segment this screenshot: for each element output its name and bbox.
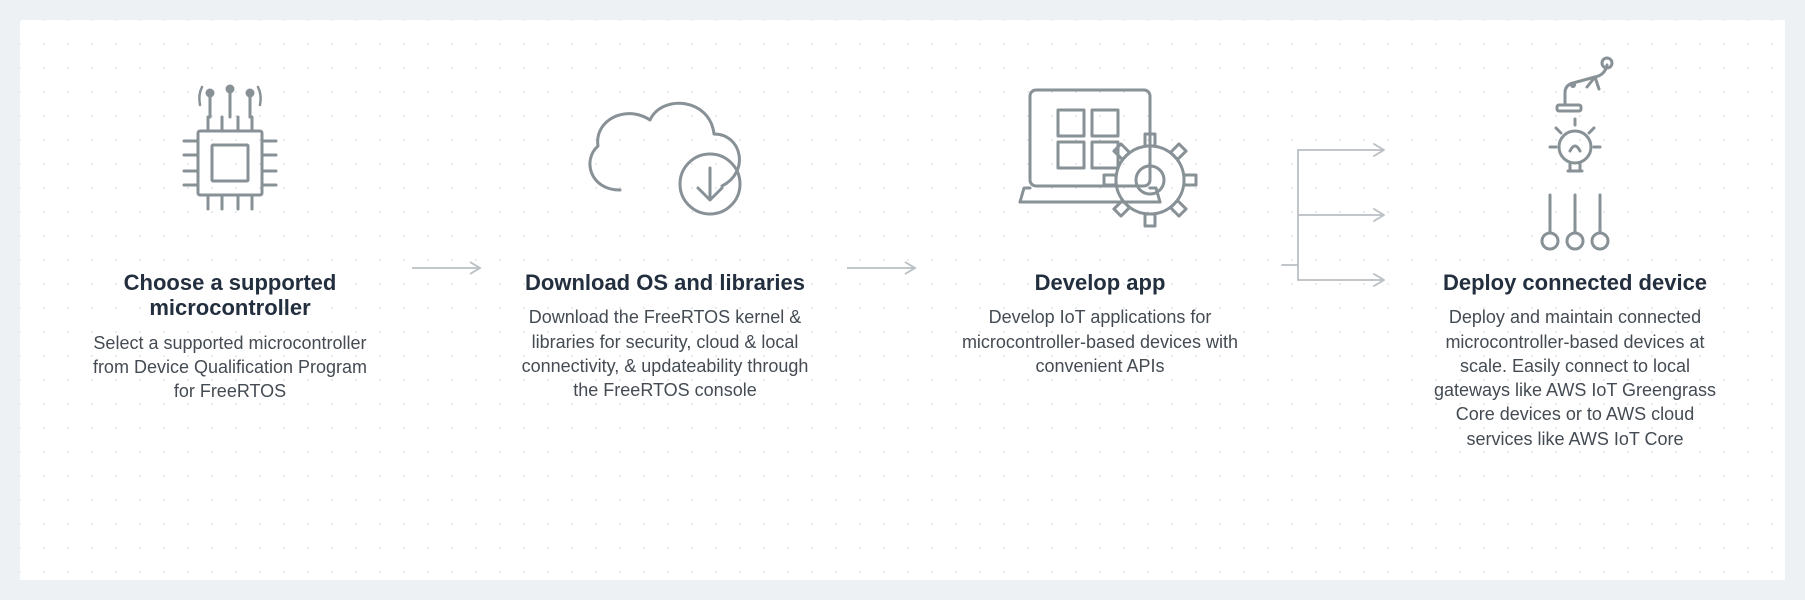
step-deploy-device: Deploy connected device Deploy and maint… <box>1425 60 1725 451</box>
step-title: Choose a supported microcontroller <box>80 270 380 321</box>
arrow-icon <box>843 258 923 278</box>
step-desc: Select a supported microcontroller from … <box>80 331 380 404</box>
chip-icon <box>170 60 290 250</box>
branching-arrows-icon <box>1278 120 1398 310</box>
step-desc: Download the FreeRTOS kernel & libraries… <box>515 305 815 402</box>
step-title: Download OS and libraries <box>525 270 805 295</box>
step-desc: Deploy and maintain connected microcontr… <box>1425 305 1725 451</box>
arrow-icon <box>408 258 488 278</box>
step-title: Deploy connected device <box>1443 270 1707 295</box>
cloud-download-icon <box>570 60 760 250</box>
laptop-gear-icon <box>1000 60 1200 250</box>
step-desc: Develop IoT applications for microcontro… <box>950 305 1250 378</box>
step-download-os: Download OS and libraries Download the F… <box>515 60 815 402</box>
iot-devices-icon <box>1510 60 1640 250</box>
step-choose-microcontroller: Choose a supported microcontroller Selec… <box>80 60 380 403</box>
step-title: Develop app <box>1035 270 1166 295</box>
step-develop-app: Develop app Develop IoT applications for… <box>950 60 1250 378</box>
diagram-canvas: Choose a supported microcontroller Selec… <box>20 20 1785 580</box>
